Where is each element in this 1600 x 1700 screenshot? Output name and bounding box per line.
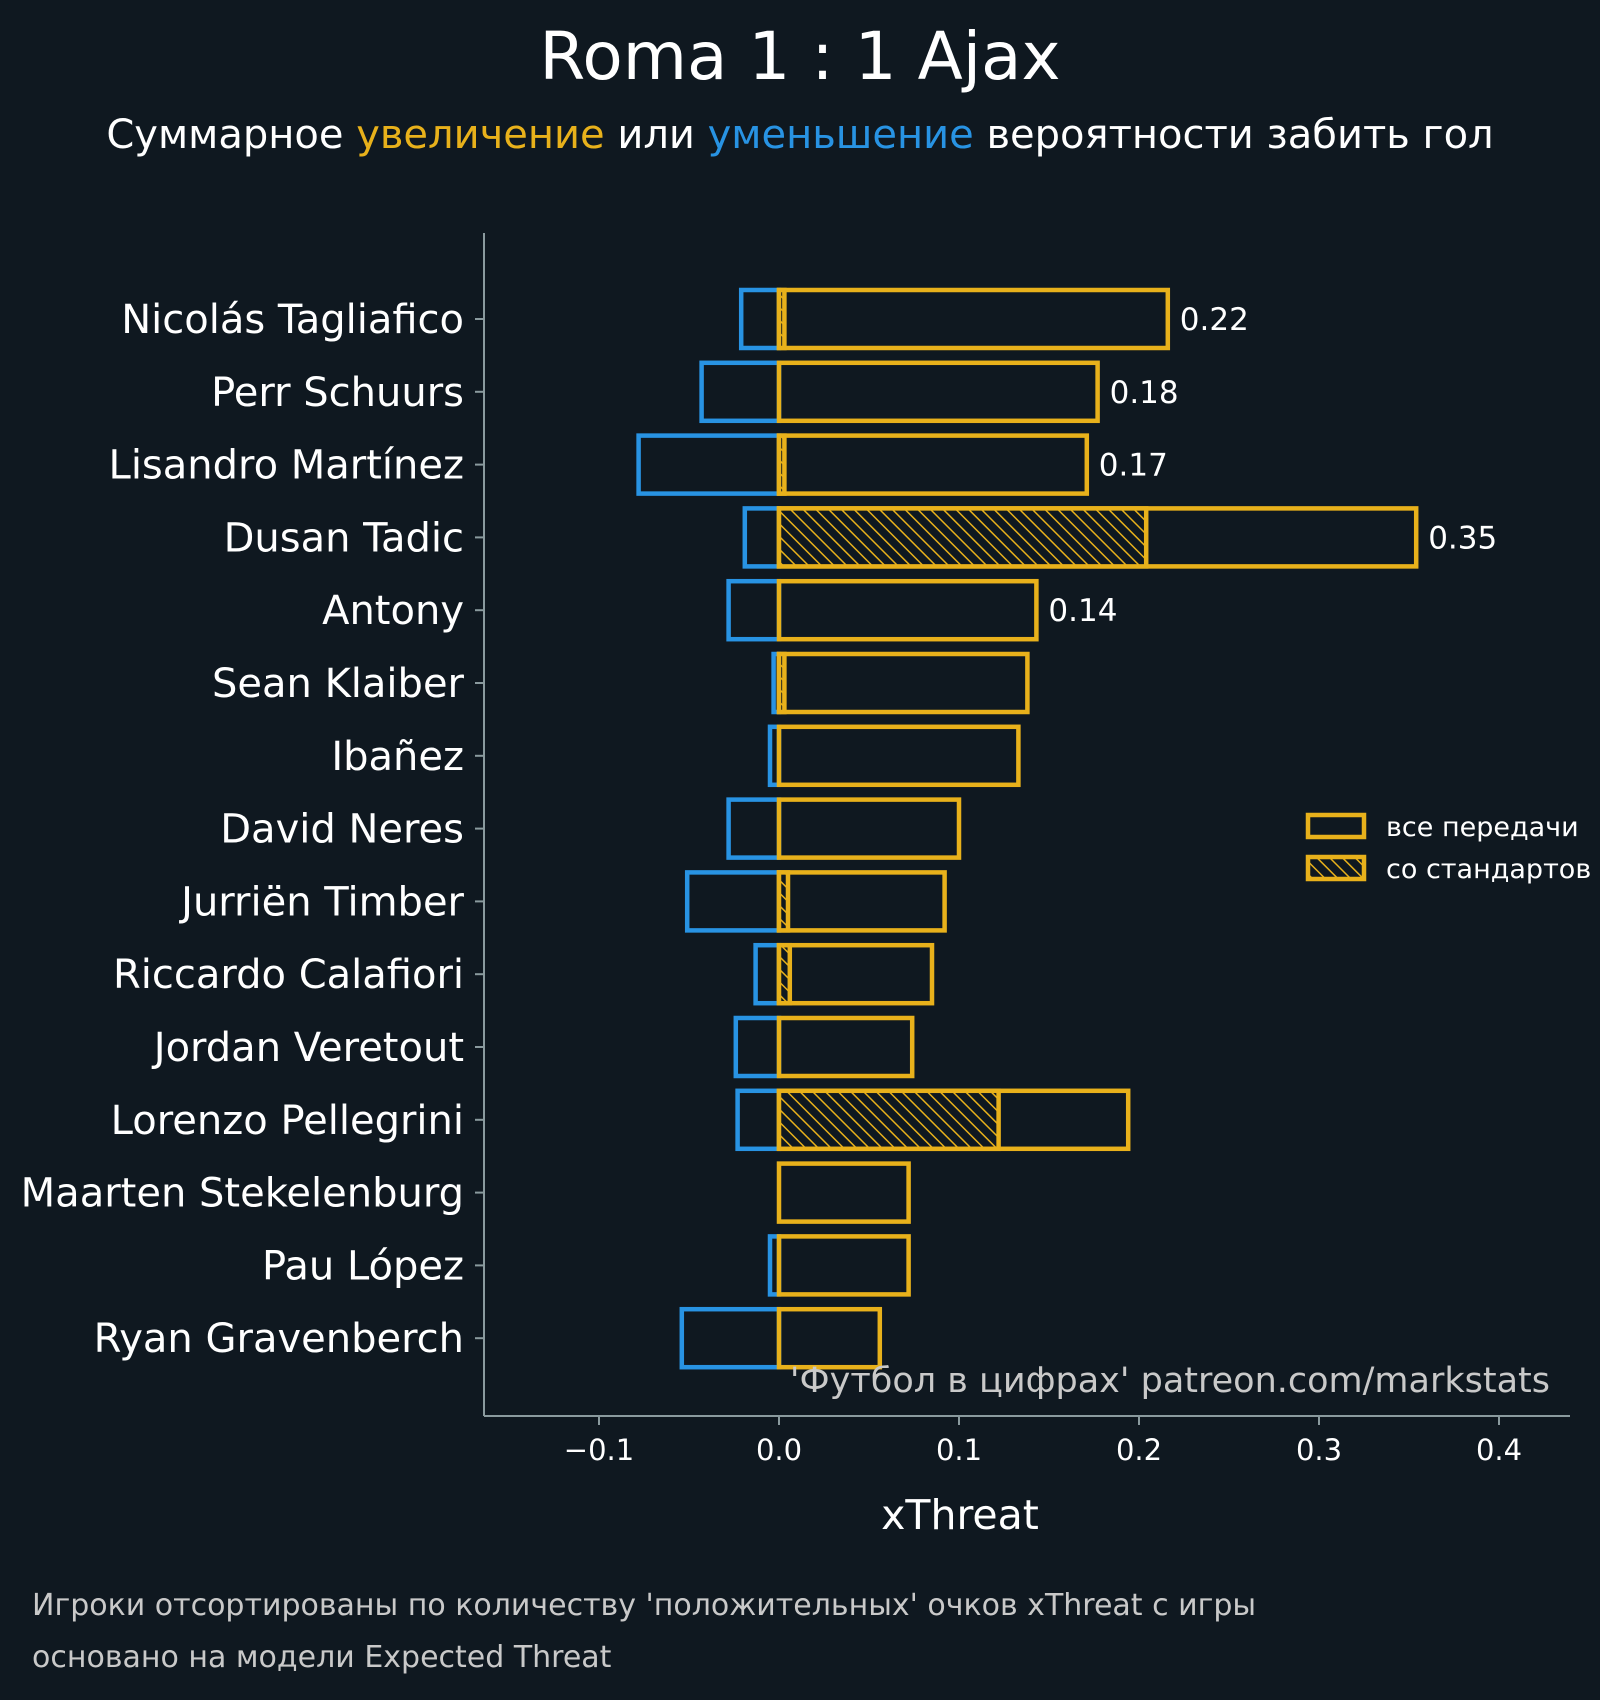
bars-layer xyxy=(636,287,1419,1370)
x-tick-label: 0.3 xyxy=(1296,1433,1342,1467)
bar-set-pieces xyxy=(776,651,787,715)
watermark: 'Футбол в цифрах' patreon.com/markstats xyxy=(790,1361,1550,1401)
player-label: Ryan Gravenberch xyxy=(94,1316,464,1362)
bar-all-passes xyxy=(776,724,1021,788)
value-label: 0.17 xyxy=(1099,448,1168,484)
player-label: Lorenzo Pellegrini xyxy=(111,1098,464,1144)
legend-swatch-set-pieces xyxy=(1305,854,1367,882)
bar-set-pieces xyxy=(776,1088,1001,1152)
value-label: 0.22 xyxy=(1180,302,1249,338)
footnote-line-1: Игроки отсортированы по количеству 'поло… xyxy=(32,1588,1257,1623)
bar-negative xyxy=(699,360,782,424)
legend-label-set-pieces: со стандартов xyxy=(1386,854,1591,885)
bar-negative xyxy=(738,287,782,351)
player-label: Jordan Veretout xyxy=(151,1025,464,1071)
subtitle-text-middle: или xyxy=(604,112,708,158)
bar-all-passes xyxy=(776,360,1100,424)
bar-all-passes xyxy=(776,578,1039,642)
player-label: Pau López xyxy=(262,1243,464,1289)
player-label: Jurriën Timber xyxy=(178,879,464,925)
bar-negative xyxy=(726,797,782,860)
legend: все передачи со стандартов xyxy=(1305,812,1591,885)
bar-negative xyxy=(636,433,782,496)
labels-layer: Nicolás Tagliafico Perr Schuurs Lisandro M… xyxy=(21,297,1522,1467)
bar-set-pieces xyxy=(776,870,791,933)
bar-negative xyxy=(735,1088,782,1152)
x-tick-label: 0.4 xyxy=(1476,1433,1522,1467)
player-label: Sean Klaiber xyxy=(212,661,465,707)
subtitle-increase-word: увеличение xyxy=(356,112,605,158)
bar-all-passes xyxy=(776,651,1030,715)
bar-set-pieces xyxy=(776,433,787,496)
chart-title: Roma 1 : 1 Ajax xyxy=(539,18,1061,95)
axes-layer xyxy=(475,233,1570,1425)
player-label: Lisandro Martínez xyxy=(109,443,464,489)
bar-negative xyxy=(684,870,782,933)
bar-all-passes xyxy=(776,1234,911,1297)
bar-set-pieces xyxy=(776,942,793,1006)
x-tick-label: 0.0 xyxy=(756,1433,802,1467)
x-axis-title: xThreat xyxy=(881,1491,1039,1539)
bar-negative xyxy=(679,1306,782,1370)
bar-all-passes xyxy=(776,433,1090,496)
bar-negative xyxy=(753,942,782,1006)
value-label: 0.35 xyxy=(1428,520,1497,556)
legend-label-all-passes: все передачи xyxy=(1386,812,1579,843)
x-tick-label: 0.1 xyxy=(936,1433,982,1467)
footnote: Игроки отсортированы по количеству 'поло… xyxy=(32,1580,1572,1684)
player-label: Antony xyxy=(322,588,464,634)
player-label: Maarten Stekelenburg xyxy=(21,1171,464,1217)
value-label: 0.14 xyxy=(1048,593,1117,629)
x-tick-label: −0.1 xyxy=(564,1433,634,1467)
x-tick-label: 0.2 xyxy=(1116,1433,1162,1467)
subtitle-decrease-word: уменьшение xyxy=(707,112,974,158)
bar-all-passes xyxy=(776,1161,911,1224)
player-label: Ibañez xyxy=(331,734,464,780)
chart-subtitle: Суммарное увеличение или уменьшение веро… xyxy=(0,112,1600,158)
subtitle-text-after: вероятности забить гол xyxy=(973,112,1494,158)
bar-all-passes xyxy=(776,287,1171,351)
player-label: Perr Schuurs xyxy=(211,370,464,416)
bar-all-passes xyxy=(776,797,962,860)
xthreat-bar-chart: Nicolás Tagliafico Perr Schuurs Lisandro M… xyxy=(21,233,1591,1539)
bar-all-passes xyxy=(776,870,947,933)
legend-swatch-all-passes xyxy=(1305,812,1367,840)
bar-all-passes xyxy=(776,1306,883,1370)
bar-all-passes xyxy=(776,1015,915,1079)
subtitle-text-before: Суммарное xyxy=(106,112,357,158)
bar-all-passes xyxy=(776,942,935,1006)
bar-set-pieces xyxy=(776,287,787,351)
bar-negative xyxy=(742,506,782,569)
value-label: 0.18 xyxy=(1110,375,1179,411)
player-label: Riccardo Calafiori xyxy=(113,952,464,998)
player-label: Dusan Tadic xyxy=(224,515,464,561)
bar-negative xyxy=(726,578,782,642)
player-label: Nicolás Tagliafico xyxy=(121,297,464,343)
bar-set-pieces xyxy=(776,506,1149,569)
player-label: David Neres xyxy=(220,807,464,853)
bar-negative xyxy=(733,1015,782,1079)
footnote-line-2: основано на модели Expected Threat xyxy=(32,1640,612,1675)
